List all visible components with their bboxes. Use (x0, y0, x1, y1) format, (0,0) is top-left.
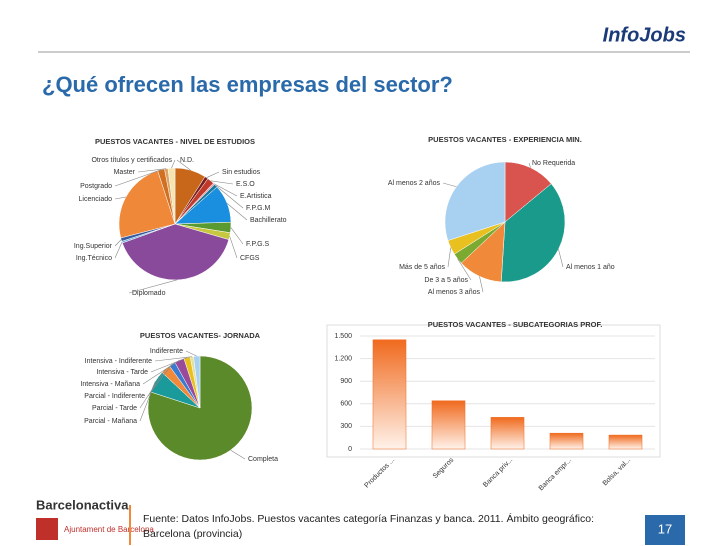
bar-frame (326, 324, 661, 458)
chart-title: PUESTOS VACANTES - EXPERIENCIA MIN. (428, 135, 582, 144)
slice-label: Intensiva - Tarde (96, 369, 148, 376)
slice-label: E.Artistica (240, 193, 272, 200)
x-tick-label: Productos ... (363, 457, 396, 490)
page-number: 17 (658, 521, 672, 536)
leader-line (147, 363, 173, 397)
chart-title: PUESTOS VACANTES - SUBCATEGORIAS PROF. (428, 320, 603, 329)
slice-label: Intensiva - Mañana (80, 381, 140, 388)
leader-line (226, 203, 248, 221)
leader-line (442, 182, 457, 188)
slice-label: Master (114, 169, 136, 176)
pie-slice (444, 161, 506, 241)
leader-line (230, 227, 244, 245)
pie-slice (193, 355, 201, 409)
leader-line (139, 368, 166, 409)
slice-label: Bachillerato (250, 217, 287, 224)
slice-label: Al menos 1 año (566, 264, 615, 271)
slice-label: Intensiva - Indiferente (85, 358, 152, 365)
leader-line (213, 183, 238, 197)
leader-line (206, 171, 220, 178)
y-tick-label: 1.500 (334, 333, 352, 340)
slice-label: Ing.Técnico (76, 255, 112, 262)
title: ¿Qué ofrecen las empresas del sector? (42, 72, 453, 97)
slice-label: Al menos 2 años (388, 180, 441, 187)
slice-label: Más de 5 años (399, 264, 445, 271)
bar (490, 417, 525, 450)
y-tick-label: 1.200 (334, 355, 352, 362)
leader-line (447, 247, 452, 268)
page-box (645, 515, 685, 545)
leader-line (558, 249, 564, 268)
ajuntament: Ajuntament de Barcelona (64, 525, 154, 534)
leader-line (479, 276, 484, 293)
slice-label: Ing.Superior (74, 243, 113, 250)
bar (608, 434, 643, 450)
leader-line (154, 356, 192, 362)
pie-slice (504, 161, 552, 223)
leader-line (210, 180, 234, 185)
brand: Barcelonactiva (36, 497, 129, 512)
leader-line (185, 350, 197, 357)
source-note: Fuente: Datos InfoJobs. Puestos vacantes… (143, 513, 594, 540)
leader-line (114, 242, 123, 259)
slice-label: E.S.O (236, 181, 255, 188)
leader-line (114, 239, 122, 247)
ajuntament-icon (36, 518, 58, 540)
leader-line (128, 279, 177, 294)
y-tick-label: 300 (340, 423, 352, 430)
slice-label: CFGS (240, 255, 260, 262)
y-tick-label: 900 (340, 378, 352, 385)
leader-line (457, 258, 472, 281)
leader-line (230, 449, 246, 460)
leader-line (215, 185, 244, 209)
leader-line (137, 168, 167, 173)
slice-label: Indiferente (150, 348, 183, 355)
slice-label: No Requerida (532, 160, 575, 167)
pie-slice (147, 355, 253, 461)
leader-line (171, 159, 176, 169)
chart-title: PUESTOS VACANTES- JORNADA (140, 331, 261, 340)
slice-label: Postgrado (80, 183, 112, 190)
slice-label: Diplomado (132, 290, 166, 297)
y-tick-label: 600 (340, 401, 352, 408)
leader-line (142, 360, 180, 385)
x-tick-label: Banca empr... (538, 457, 574, 493)
x-tick-label: Bolsa, val... (602, 457, 633, 488)
y-tick-label: 0 (348, 446, 352, 453)
logo: InfoJobs (603, 24, 686, 46)
leader-line (176, 159, 191, 171)
slice-label: Parcial - Tarde (92, 405, 137, 412)
slice-label: Sin estudios (222, 169, 261, 176)
leader-line (229, 236, 238, 259)
chart-title: PUESTOS VACANTES - NIVEL DE ESTUDIOS (95, 137, 255, 146)
slice-label: Completa (248, 456, 278, 463)
leader-line (139, 381, 156, 422)
leader-line (150, 357, 188, 373)
slice-label: Licenciado (79, 196, 113, 203)
slice-label: Parcial - Indiferente (84, 393, 145, 400)
bar (431, 400, 466, 450)
slice-label: N.D. (180, 157, 194, 164)
leader-line (114, 169, 162, 187)
slice-label: Al menos 3 años (428, 289, 481, 296)
x-tick-label: Banca priv... (482, 457, 514, 489)
slice-label: F.P.G.M (246, 205, 271, 212)
bar (549, 432, 584, 450)
slice-label: Parcial - Mañana (84, 418, 137, 425)
leader-line (528, 162, 531, 168)
bar (372, 339, 407, 450)
pie-slice (121, 223, 230, 281)
pie-slice (167, 167, 176, 225)
slice-label: De 3 a 5 años (424, 277, 468, 284)
slice-label: Otros títulos y certificados (91, 157, 172, 164)
x-tick-label: Seguros (432, 456, 456, 480)
slice-label: F.P.G.S (246, 241, 270, 248)
leader-line (114, 196, 126, 200)
